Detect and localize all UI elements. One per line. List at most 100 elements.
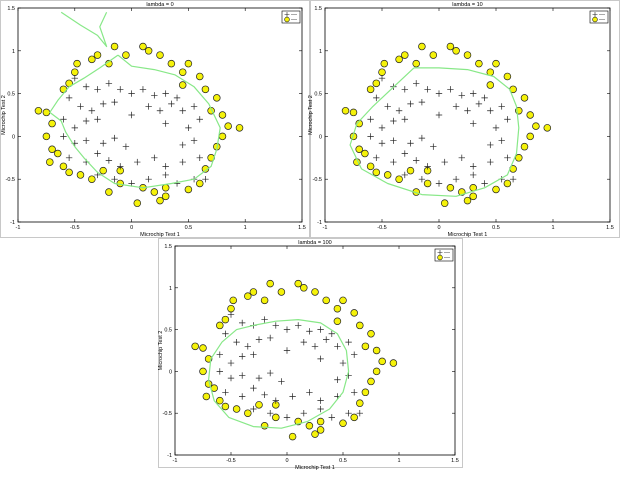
accepted-point [156, 107, 164, 114]
accepted-point [300, 410, 307, 417]
rejected-point [316, 426, 325, 434]
accepted-point [128, 111, 135, 119]
accepted-point [162, 90, 169, 97]
accepted-point [261, 316, 268, 323]
rejected-point [213, 94, 221, 102]
accepted-point [378, 124, 386, 132]
y-tick-label: -0.5 [6, 177, 15, 183]
chart-title: lambda = 0 [146, 2, 173, 8]
accepted-point [470, 90, 477, 97]
accepted-point [328, 414, 335, 421]
rejected-point [333, 304, 342, 313]
accepted-point [222, 330, 229, 337]
x-tick-label: 0.5 [339, 458, 347, 464]
rejected-point [350, 413, 358, 422]
y-tick-label: 0 [12, 134, 15, 140]
accepted-point [239, 353, 246, 360]
accepted-point [202, 176, 209, 183]
legend-rejected-marker [284, 16, 290, 23]
y-tick-label: 1.5 [7, 6, 15, 12]
accepted-point [475, 100, 483, 108]
rejected-point [93, 51, 102, 59]
rejected-point [372, 346, 381, 355]
rejected-point [235, 124, 244, 132]
rejected-point [440, 199, 449, 207]
accepted-point [100, 140, 107, 147]
accepted-point [111, 176, 118, 183]
rejected-point [503, 72, 512, 81]
rejected-point [167, 59, 176, 68]
accepted-point [239, 319, 246, 327]
rejected-point [71, 68, 79, 76]
y-tick-label: 0.5 [7, 92, 15, 98]
accepted-point [216, 351, 223, 358]
rejected-point [216, 321, 224, 330]
rejected-point [196, 72, 204, 81]
y-tick-label: 1 [319, 49, 322, 55]
rejected-point [249, 288, 258, 296]
x-tick-label: 0.5 [185, 225, 193, 231]
x-axis-label: Microchip Test 1 [295, 465, 335, 471]
x-tick-label: 1.5 [451, 458, 459, 464]
accepted-point [151, 92, 158, 99]
rejected-point [42, 132, 51, 141]
rejected-point [221, 402, 230, 411]
accepted-point [283, 414, 291, 421]
rejected-point [99, 166, 107, 175]
accepted-point [458, 154, 465, 161]
rejected-point [475, 59, 483, 68]
y-tick-label: -1 [317, 220, 322, 226]
accepted-point [470, 171, 477, 179]
rejected-point [46, 158, 54, 166]
accepted-point [317, 405, 324, 413]
rejected-point [372, 79, 381, 88]
rejected-point [526, 132, 534, 141]
accepted-point [128, 90, 135, 97]
accepted-point [300, 338, 307, 346]
accepted-point [82, 117, 90, 125]
rejected-point [88, 175, 96, 183]
rejected-point [367, 330, 375, 338]
rejected-point [272, 413, 280, 422]
rejected-point [42, 108, 51, 117]
accepted-point [492, 124, 500, 132]
y-axis-label: Microchip Test 2 [158, 331, 164, 371]
accepted-point [317, 397, 324, 404]
accepted-point [168, 100, 175, 108]
rejected-point [492, 185, 500, 194]
rejected-point [221, 315, 230, 324]
accepted-point [162, 163, 169, 170]
rejected-point [452, 47, 460, 55]
accepted-point [407, 140, 414, 147]
x-axis-label: Microchip Test 1 [448, 232, 488, 238]
accepted-point [323, 336, 330, 343]
x-tick-label: -1 [16, 225, 21, 231]
accepted-point [222, 389, 229, 396]
rejected-point [266, 279, 274, 288]
rejected-point [178, 81, 187, 89]
accepted-point [250, 405, 257, 413]
rejected-point [59, 162, 68, 171]
rejected-point [367, 377, 375, 386]
accepted-point [373, 94, 380, 102]
accepted-point [395, 107, 403, 114]
rejected-point [76, 171, 85, 179]
y-tick-label: 0.5 [164, 328, 172, 334]
x-tick-label: 0 [437, 225, 440, 231]
accepted-point [435, 180, 443, 187]
data-layer [191, 279, 398, 441]
y-tick-label: 1.5 [314, 6, 322, 12]
rejected-point [463, 51, 472, 59]
accepted-point [351, 389, 358, 396]
legend-accepted-marker [284, 12, 290, 17]
rejected-point [191, 342, 199, 351]
rejected-point [150, 188, 159, 196]
plot-area [324, 7, 611, 223]
rejected-point [372, 168, 381, 177]
rejected-point [196, 179, 204, 188]
accepted-point [105, 157, 113, 164]
accepted-point [289, 393, 296, 400]
accepted-point [227, 359, 235, 367]
rejected-point [300, 284, 308, 292]
rejected-point [401, 51, 409, 59]
